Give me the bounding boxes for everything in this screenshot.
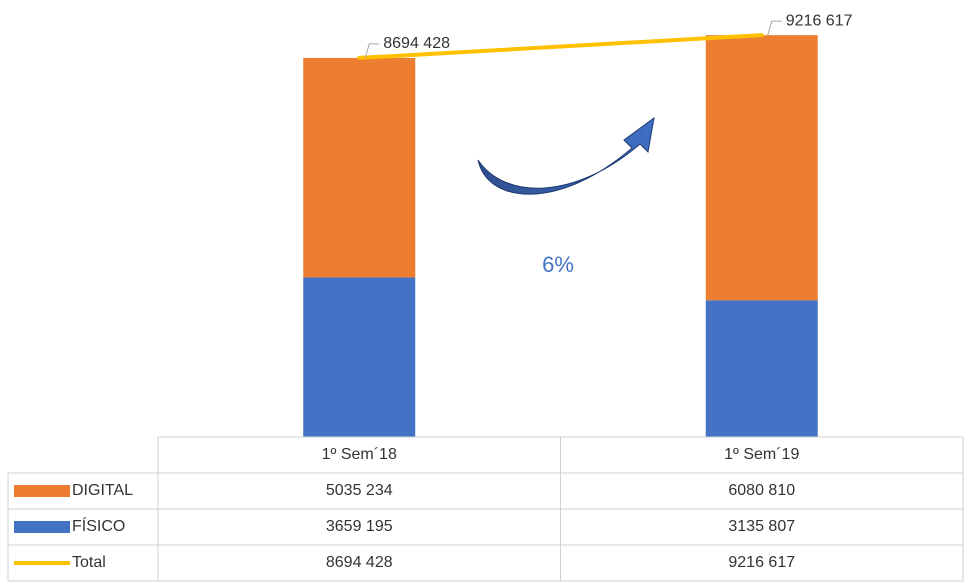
x-tick-label: 1º Sem´18 <box>322 446 397 463</box>
bar-segment <box>705 300 818 437</box>
legend-label: Total <box>72 554 106 571</box>
growth-label: 6% <box>542 252 574 277</box>
growth-arrow <box>477 116 655 195</box>
data-label: 8694 428 <box>383 35 450 52</box>
table-value: 8694 428 <box>326 554 393 571</box>
legend-label: FÍSICO <box>72 516 125 535</box>
bar-segment <box>705 35 818 301</box>
legend-label: DIGITAL <box>72 482 133 499</box>
x-tick-label: 1º Sem´19 <box>724 446 799 463</box>
leader-line <box>364 43 380 59</box>
leader-line <box>767 20 782 36</box>
bar-segment <box>303 57 416 278</box>
table-value: 6080 810 <box>728 482 795 499</box>
total-line <box>357 33 764 60</box>
bar-segment <box>303 277 416 437</box>
table-value: 5035 234 <box>326 482 393 499</box>
table-value: 3135 807 <box>728 518 795 535</box>
legend-key <box>14 485 70 497</box>
legend-key <box>14 521 70 533</box>
data-label: 9216 617 <box>786 12 853 29</box>
table-value: 3659 195 <box>326 518 393 535</box>
table-value: 9216 617 <box>728 554 795 571</box>
